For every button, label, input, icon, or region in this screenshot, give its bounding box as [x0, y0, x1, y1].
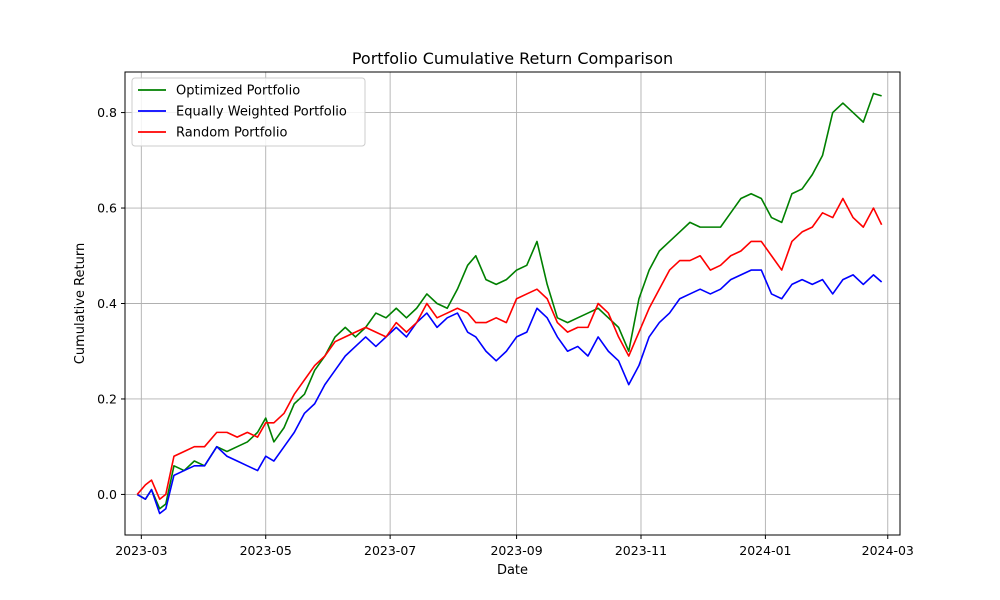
x-tick-label: 2024-03 [862, 543, 914, 558]
legend-box [131, 77, 366, 147]
y-axis-ticks: 0.0 0.2 0.4 0.6 0.8 [97, 105, 125, 502]
x-tick-label: 2024-01 [739, 543, 791, 558]
x-tick-label: 2023-07 [364, 543, 416, 558]
y-tick-label: 0.4 [97, 296, 117, 311]
x-tick-label: 2023-05 [240, 543, 292, 558]
series-line-optimized-portfolio [136, 92, 882, 510]
series-line-random-portfolio [136, 197, 883, 500]
chart-title: Portfolio Cumulative Return Comparison [352, 49, 673, 68]
y-tick-label: 0.6 [97, 201, 117, 216]
x-axis-ticks: 2023-03 2023-05 2023-07 2023-09 2023-11 2024-… [115, 535, 914, 558]
series-line-equally-weighted-portfolio [136, 269, 883, 515]
x-tick-label: 2023-03 [115, 543, 167, 558]
legend-label-optimized-portfolio: Optimized Portfolio [176, 84, 300, 99]
legend-label-random-portfolio: Random Portfolio [176, 126, 287, 141]
x-tick-label: 2023-11 [615, 543, 667, 558]
y-tick-label: 0.2 [97, 391, 117, 406]
y-tick-label: 0.0 [97, 487, 117, 502]
x-axis-label: Date [497, 563, 528, 578]
x-tick-label: 2023-09 [490, 543, 542, 558]
y-axis-label: Cumulative Return [73, 243, 88, 364]
grid [125, 72, 900, 535]
legend-label-equally-weighted-portfolio: Equally Weighted Portfolio [176, 105, 347, 120]
legend: Optimized Portfolio Equally Weighted Port… [131, 77, 366, 147]
y-tick-label: 0.8 [97, 105, 117, 120]
series-lines [136, 92, 883, 515]
